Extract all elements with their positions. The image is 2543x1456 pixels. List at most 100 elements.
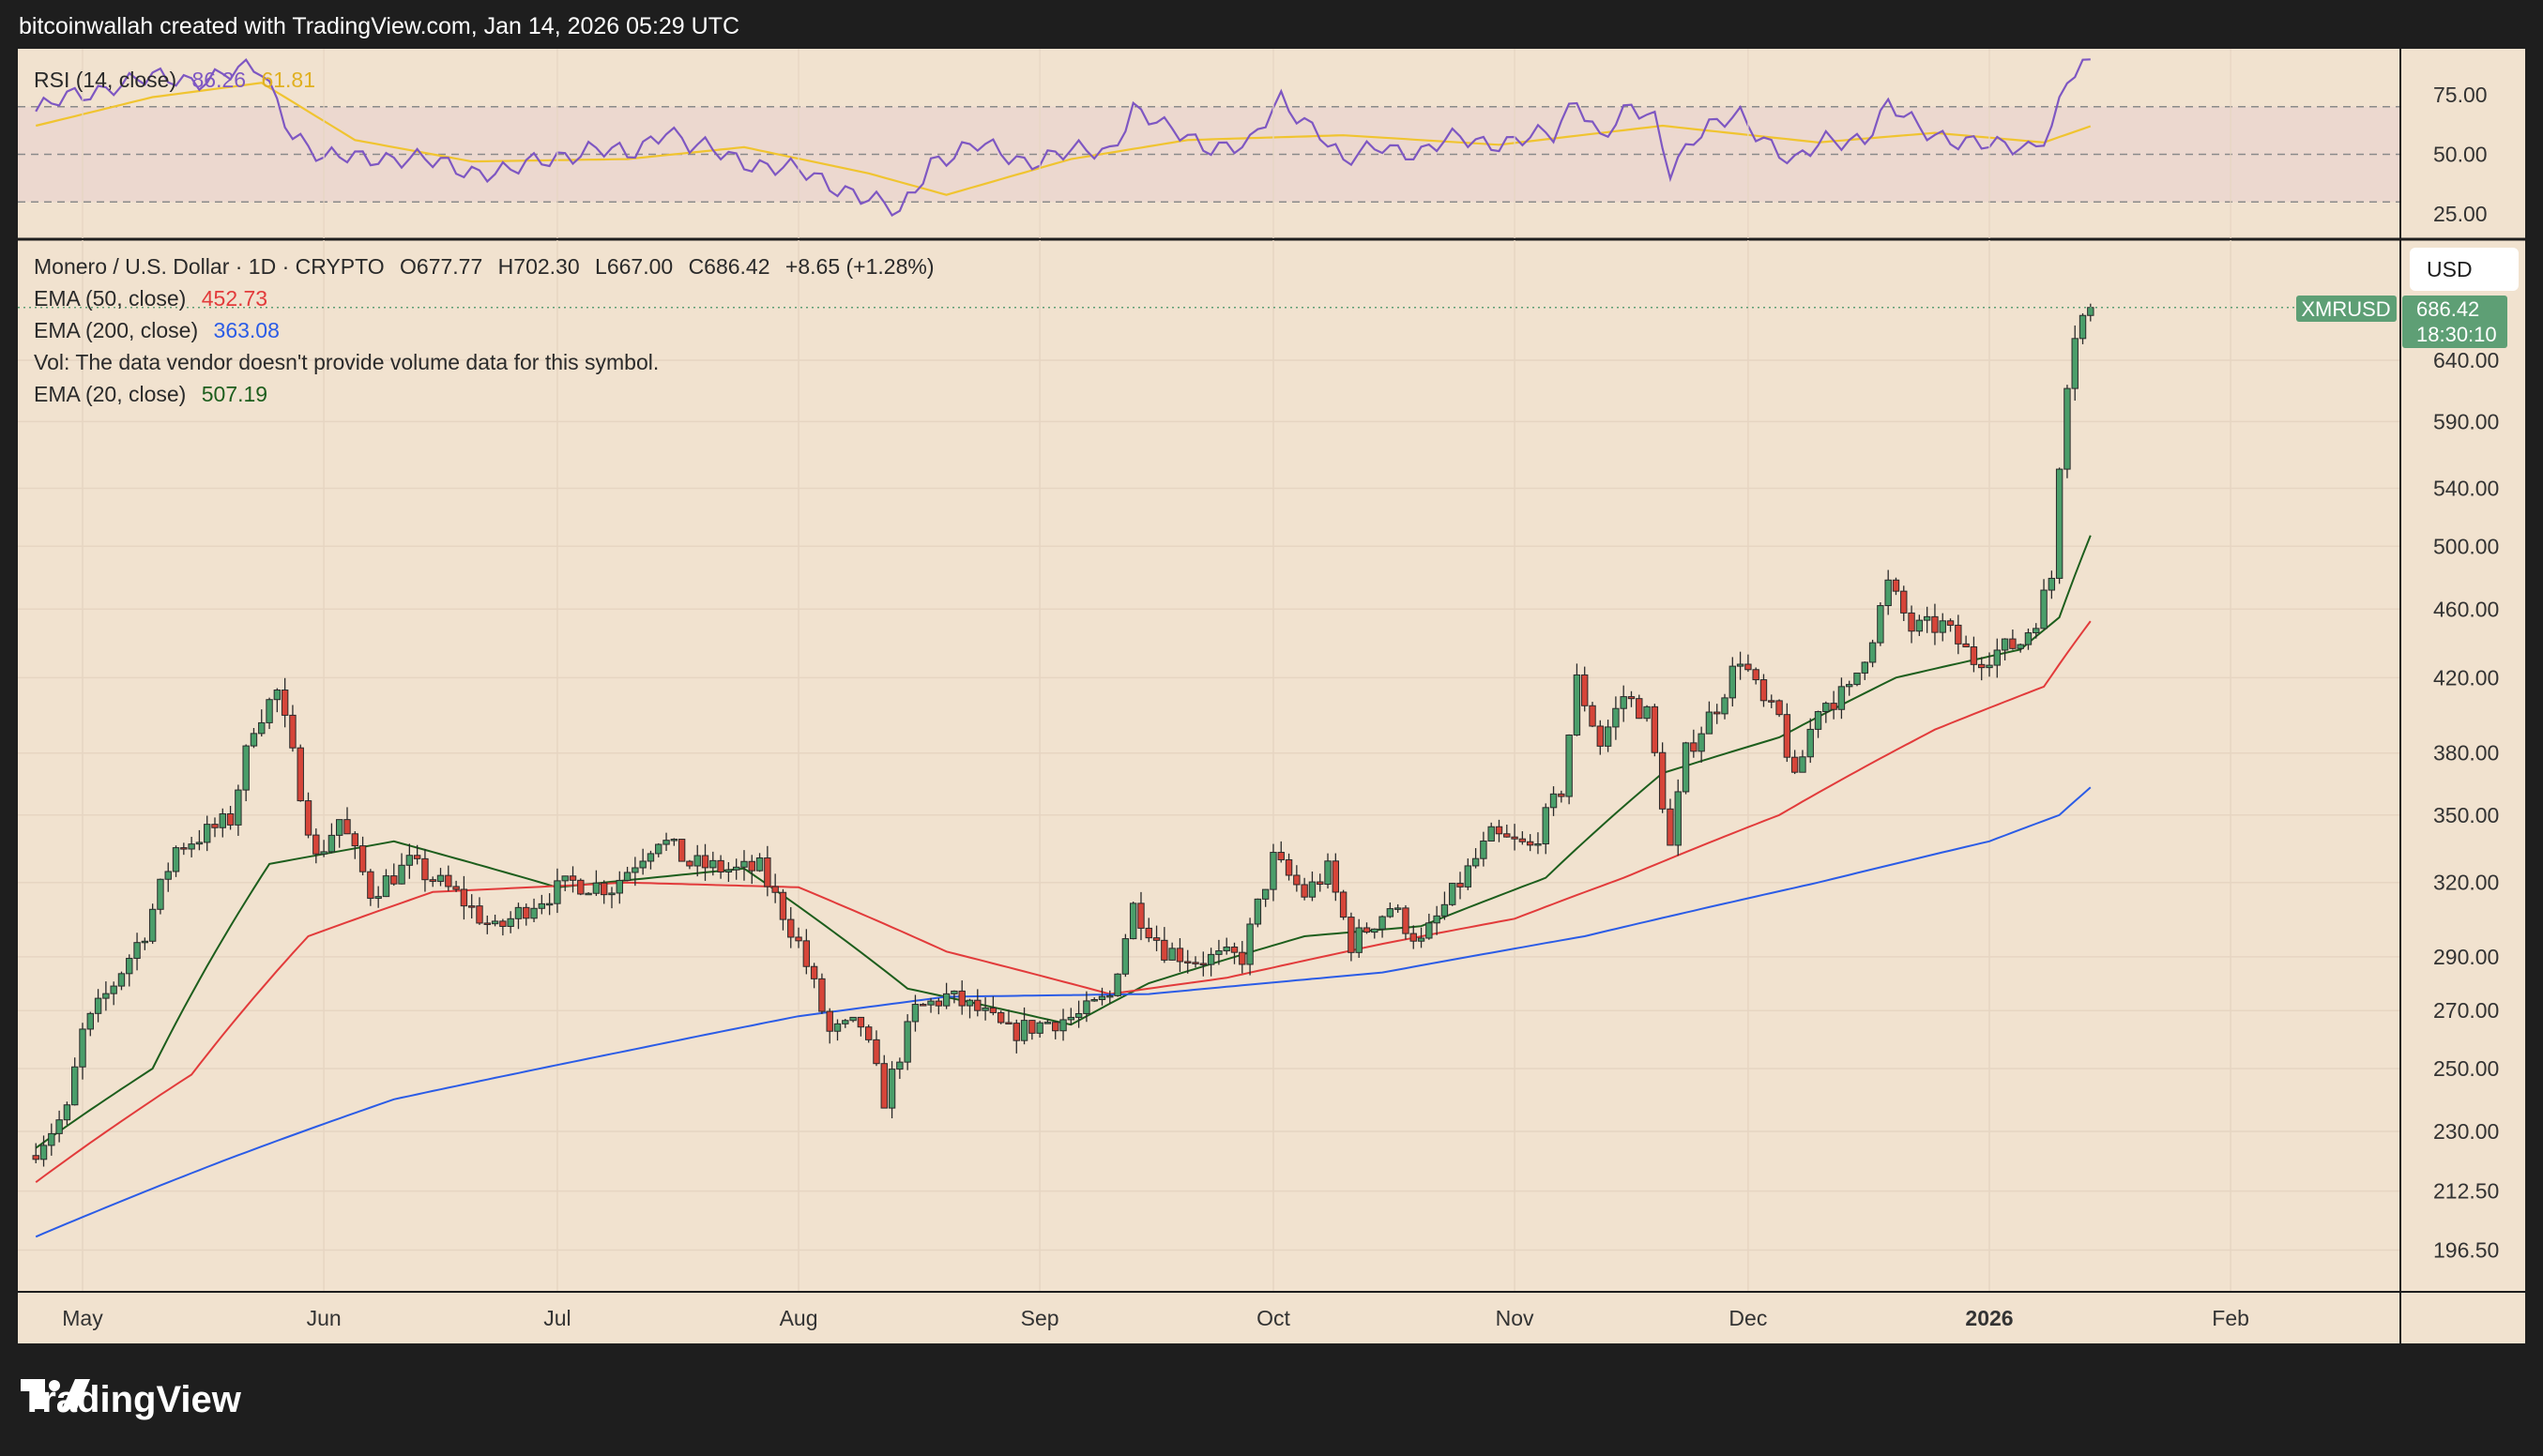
candle-body <box>2033 628 2040 634</box>
time-tick-label: Sep <box>1021 1306 1059 1330</box>
candle-body <box>335 819 343 836</box>
candle-body <box>764 857 771 887</box>
candle-body <box>445 874 452 887</box>
candle-body <box>662 840 670 845</box>
candle-body <box>1386 908 1394 918</box>
tradingview-logo[interactable]: TradingView <box>21 1379 241 1421</box>
chart-svg[interactable]: 75.00 50.00 25.00 640.00 590.00 540.00 500.00 4… <box>18 49 2525 1343</box>
candle-body <box>1627 696 1636 700</box>
candle-body <box>771 886 779 893</box>
candle-body <box>1277 852 1285 860</box>
candle-body <box>235 789 242 826</box>
candle-body <box>1526 841 1534 846</box>
candle-body <box>2001 638 2009 651</box>
ohlc-open: O677.77 <box>400 254 483 279</box>
candle-body <box>1830 703 1837 710</box>
rsi-tick-label: 75.00 <box>2433 83 2488 107</box>
volume-note: Vol: The data vendor doesn't provide vol… <box>34 350 660 374</box>
currency-button[interactable]: USD <box>2410 248 2519 291</box>
candle-body <box>1114 973 1121 996</box>
price-tag-countdown: 18:30:10 <box>2416 323 2497 346</box>
candle-body <box>1059 1019 1067 1032</box>
candle-body <box>1814 711 1822 730</box>
candle-body <box>911 1004 920 1023</box>
candle-body <box>1215 950 1223 955</box>
candle-body <box>1705 711 1713 735</box>
ohlc-close: C686.42 <box>688 254 770 279</box>
candle-body <box>429 879 436 882</box>
candle-body <box>86 1012 94 1030</box>
time-tick-label: Oct <box>1256 1306 1290 1330</box>
candle-body <box>1223 946 1230 952</box>
candle-body <box>1884 579 1892 607</box>
time-tick-label: Dec <box>1728 1306 1767 1330</box>
candle-body <box>1285 858 1293 876</box>
price-tick-label: 460.00 <box>2433 597 2499 621</box>
candle-body <box>250 733 258 747</box>
candle-body <box>1868 642 1877 663</box>
candle-body <box>32 1155 39 1160</box>
candle-body <box>920 1004 927 1007</box>
time-tick-label: Aug <box>780 1306 818 1330</box>
candle-body <box>1456 883 1464 887</box>
candle-body <box>514 906 523 919</box>
candle-body <box>1308 881 1317 898</box>
ema50-line <box>35 620 2092 1184</box>
candle-body <box>873 1039 880 1065</box>
candle-body <box>1534 843 1542 846</box>
candle-body <box>1978 663 1986 669</box>
candle-body <box>204 824 211 843</box>
candle-body <box>1005 1022 1013 1024</box>
candle-body <box>1433 915 1440 924</box>
ema200-value: 363.08 <box>213 318 280 342</box>
ema200-legend: EMA (200, close) 363.08 <box>34 318 289 343</box>
candle-body <box>126 958 133 975</box>
candle-body <box>102 993 110 999</box>
candle-body <box>2009 638 2017 649</box>
candle-body <box>327 834 336 853</box>
symbol-tag <box>2296 296 2397 322</box>
candle-body <box>545 902 554 906</box>
candle-body <box>2040 589 2048 629</box>
candle-body <box>810 965 818 979</box>
candle-body <box>709 859 717 869</box>
candle-body <box>1495 826 1503 835</box>
candle-body <box>2079 314 2087 340</box>
candle-body <box>1176 948 1184 963</box>
candle-body <box>1324 860 1332 886</box>
candle-body <box>1425 922 1433 939</box>
candle-body <box>1503 833 1511 838</box>
candle-body <box>1604 726 1612 747</box>
candle-body <box>1768 700 1775 703</box>
candle-body <box>172 847 180 872</box>
price-tick-label: 590.00 <box>2433 409 2499 433</box>
candle-body <box>1246 923 1254 965</box>
candle-body <box>982 1007 989 1011</box>
candle-body <box>1596 725 1605 747</box>
candle-body <box>436 874 445 882</box>
candle-body <box>1658 751 1667 810</box>
candle-body <box>1417 937 1425 942</box>
candle-body <box>1471 857 1480 867</box>
candle-body <box>554 880 561 904</box>
candle-body <box>1542 807 1549 845</box>
candle-body <box>289 714 297 749</box>
candle-body <box>833 1023 842 1032</box>
candle-body <box>304 800 312 836</box>
candle-body <box>1962 643 1970 648</box>
price-tick-label: 270.00 <box>2433 998 2499 1023</box>
candle-body <box>927 1000 935 1006</box>
candle-body <box>1923 615 1931 621</box>
candle-body <box>1339 891 1348 918</box>
candle-body <box>989 1007 997 1013</box>
candle-body <box>1043 1022 1052 1024</box>
candle-body <box>1620 696 1627 709</box>
candle-body <box>1573 674 1581 736</box>
chart-area[interactable]: 75.00 50.00 25.00 640.00 590.00 540.00 500.00 4… <box>18 49 2525 1343</box>
candle-body <box>577 879 585 895</box>
candle-body <box>1028 1020 1036 1034</box>
candle-body <box>686 860 693 867</box>
candle-body <box>748 860 755 872</box>
candle-body <box>1931 615 1939 633</box>
candle-body <box>507 918 514 927</box>
